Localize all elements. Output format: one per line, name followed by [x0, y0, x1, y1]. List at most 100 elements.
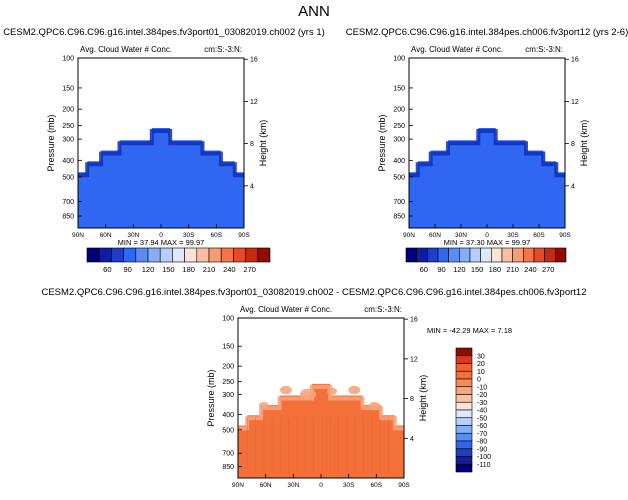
colorbar-label: -30 — [477, 400, 487, 407]
colorbar-box — [184, 247, 198, 263]
diff-patch — [258, 401, 269, 409]
stats-label: MIN = 37.94 MAX = 99.97 — [118, 238, 205, 247]
colorbar-box — [455, 370, 473, 380]
colorbar-box — [147, 247, 161, 263]
y-tick-label: 150 — [393, 85, 405, 92]
y-tick-label: 100 — [393, 56, 405, 63]
y-tick-label: 500 — [62, 174, 74, 181]
cloud-top-band — [78, 129, 244, 178]
x-tick-label: 60N — [260, 482, 272, 489]
panel-subtitle-left: Avg. Cloud Water # Conc. — [240, 305, 332, 314]
x-tick-label: 60S — [211, 232, 223, 239]
colorbar-box — [455, 409, 473, 419]
chart-panel-1: CESM2.QPC6.C96.C96.g16.intel.384pes.fv3p… — [3, 27, 325, 247]
colorbar-label: 210 — [506, 265, 519, 274]
y-right-tick-label: 4 — [410, 436, 414, 443]
y-axis-label-right: Height (km) — [579, 120, 589, 167]
colorbar-label: 270 — [542, 265, 555, 274]
x-tick-label: 30N — [455, 232, 467, 239]
colorbar-box — [233, 247, 246, 263]
panel-subtitle-right: cm:S:-3:N: — [525, 45, 563, 54]
panel-title: CESM2.QPC6.C96.C96.g16.intel.384pes.fv3p… — [3, 27, 325, 38]
y-tick-label: 250 — [222, 379, 234, 386]
colorbar-box — [111, 247, 124, 263]
colorbar-box — [405, 247, 417, 263]
colorbar-box — [86, 247, 100, 263]
colorbar-panel1: 60 90 120 150 180 210 240 270 — [86, 247, 271, 274]
colorbar-label: 90 — [123, 265, 131, 274]
y-axis-label: Pressure (mb) — [377, 114, 387, 171]
colorbar-box — [159, 247, 173, 263]
diff-patch — [348, 385, 361, 395]
x-tick-label: 60S — [371, 482, 383, 489]
y-tick-label: 150 — [222, 344, 234, 351]
x-tick-label: 30N — [127, 232, 139, 239]
colorbar-label: 10 — [477, 369, 485, 376]
colorbar-box — [172, 247, 185, 263]
colorbar-box — [448, 247, 460, 263]
colorbar-label: 210 — [203, 265, 216, 274]
colorbar-box — [455, 440, 473, 450]
colorbar-label: -20 — [477, 392, 487, 399]
y-tick-label: 100 — [62, 56, 74, 63]
y-tick-label: 850 — [222, 464, 234, 471]
colorbar-box — [135, 247, 149, 263]
x-tick-label: 60N — [100, 232, 112, 239]
diff-patch — [368, 402, 381, 411]
x-tick-label: 90S — [559, 232, 571, 239]
x-tick-label: 90N — [232, 482, 244, 489]
colorbar-label: 180 — [182, 265, 195, 274]
y-axis-label-right: Height (km) — [418, 375, 428, 422]
colorbar-box — [437, 247, 449, 263]
y-tick-label: 400 — [62, 158, 74, 165]
x-tick-label: 60S — [533, 232, 545, 239]
y-right-tick-label: 4 — [571, 183, 575, 190]
y-tick-label: 300 — [222, 392, 234, 399]
y-right-tick-label: 8 — [410, 396, 414, 403]
colorbar-label: 150 — [471, 265, 484, 274]
y-tick-label: 500 — [222, 427, 234, 434]
colorbar-label: 240 — [223, 265, 236, 274]
diff-patch — [279, 385, 292, 395]
y-right-tick-label: 12 — [571, 99, 579, 106]
cloud-top-band — [409, 129, 565, 178]
y-tick-label: 400 — [222, 412, 234, 419]
diff-patch — [300, 388, 317, 400]
y-right-tick-label: 4 — [250, 183, 254, 190]
x-tick-label: 90N — [72, 232, 84, 239]
x-tick-label: 0 — [485, 232, 489, 239]
panel-title: CESM2.QPC6.C96.C96.g16.intel.384pes.ch00… — [346, 27, 628, 38]
colorbar-label: 120 — [142, 265, 155, 274]
panel-subtitle-right: cm:S:-3:N: — [204, 45, 242, 54]
y-tick-label: 150 — [62, 85, 74, 92]
chart-panel-3: CESM2.QPC6.C96.C96.g16.intel.384pes.fv3p… — [41, 287, 586, 489]
colorbar-box — [491, 247, 503, 263]
colorbar-box — [455, 448, 473, 457]
y-right-tick-label: 12 — [410, 356, 418, 363]
stats-label: MIN = -42.29 MAX = 7.18 — [427, 326, 512, 335]
y-tick-label: 300 — [62, 137, 74, 144]
colorbar-panel2: 60 90 120 150 180 210 240 270 — [405, 247, 567, 274]
x-tick-label: 30S — [507, 232, 519, 239]
y-right-tick-label: 16 — [250, 57, 258, 64]
colorbar-box — [220, 247, 234, 263]
panel-subtitle-right: cm:S:-3:N: — [364, 305, 402, 314]
y-tick-label: 700 — [393, 199, 405, 206]
colorbar-box — [455, 432, 473, 442]
colorbar-box — [480, 247, 492, 263]
y-tick-label: 250 — [393, 123, 405, 130]
colorbar-box — [455, 355, 473, 364]
colorbar-box — [555, 247, 567, 263]
y-tick-label: 300 — [393, 137, 405, 144]
figure-title: ANN — [298, 3, 330, 20]
colorbar-label: -80 — [477, 439, 487, 446]
colorbar-box — [416, 247, 428, 263]
colorbar-box — [469, 247, 481, 263]
colorbar-label: 90 — [437, 265, 445, 274]
x-tick-label: 30N — [287, 482, 299, 489]
colorbar-label: 60 — [103, 265, 111, 274]
colorbar-label: -60 — [477, 423, 487, 430]
colorbar-box — [208, 247, 222, 263]
colorbar-box — [455, 456, 473, 465]
